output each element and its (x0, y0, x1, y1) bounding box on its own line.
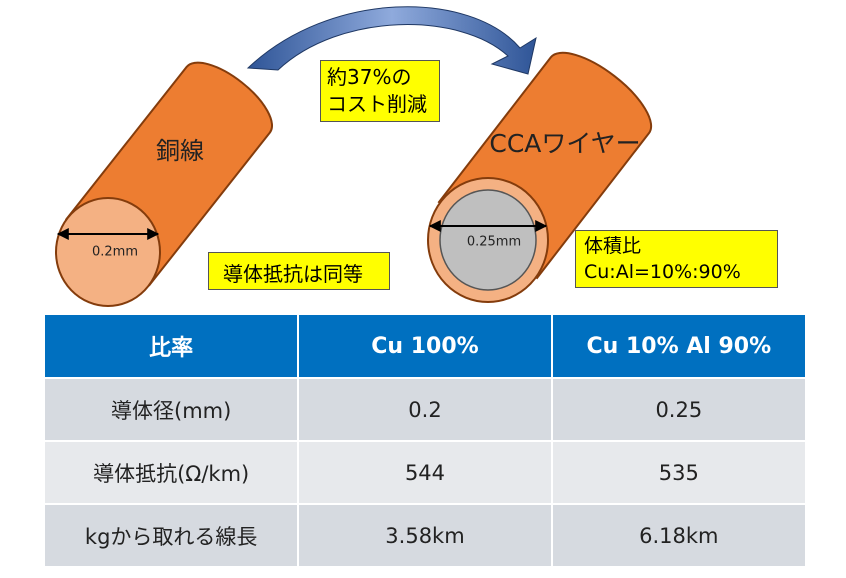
cell: 535 (551, 440, 805, 504)
volume-note: 体積比 Cu:Al=10%:90% (575, 230, 778, 288)
copper-label: 銅線 (156, 137, 204, 165)
cell: kgから取れる線長 (45, 503, 300, 566)
cca-label: CCAワイヤー (489, 129, 640, 158)
diagram: 0.2mm 銅線 0.25mm CCAワイヤー (55, 6, 653, 307)
note-line: Cu:Al=10%:90% (584, 261, 741, 283)
cca-core (439, 189, 537, 291)
cell: 0.25 (551, 377, 805, 441)
cell: 544 (298, 440, 553, 504)
note-line: 約37%の (327, 65, 412, 89)
cost-arrow (246, 6, 537, 75)
note-line: 体積比 (584, 235, 642, 257)
copper-end (55, 197, 161, 307)
cca-diameter: 0.25mm (467, 235, 521, 250)
cost-note: 約37%の コスト削減 (320, 60, 440, 122)
header-cell: 比率 (45, 315, 300, 378)
spec-table: 比率 Cu 100% Cu 10% Al 90% 導体径(mm) 0.2 0.25 … (45, 315, 805, 566)
note-line: コスト削減 (327, 92, 427, 116)
cell: 導体抵抗(Ω/km) (45, 440, 300, 504)
copper-diameter: 0.2mm (92, 245, 138, 260)
header-cell: Cu 100% (298, 315, 553, 378)
cell: 0.2 (298, 377, 553, 441)
cell: 3.58km (298, 503, 553, 566)
cell: 導体径(mm) (45, 377, 300, 441)
resistance-note: 導体抵抗は同等 (208, 252, 390, 290)
header-cell: Cu 10% Al 90% (551, 315, 805, 378)
cell: 6.18km (551, 503, 805, 566)
